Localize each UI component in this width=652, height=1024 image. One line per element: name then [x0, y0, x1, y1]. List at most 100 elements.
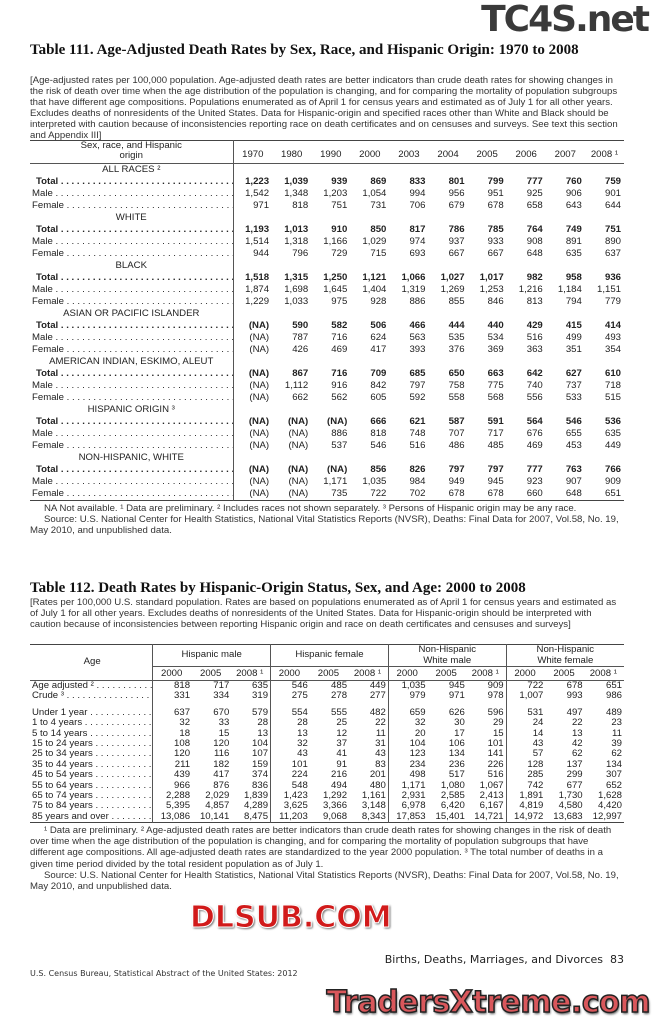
- cell-value: 1,161: [349, 791, 389, 802]
- cell-value: 307: [605, 770, 622, 781]
- cell-value: 974: [409, 236, 426, 247]
- cell-value: 1,874: [245, 284, 270, 295]
- cell-value: 925: [526, 188, 543, 199]
- cell-value: 537: [331, 440, 348, 451]
- cell-value: 956: [448, 188, 465, 199]
- table-row: Total 1,223 1,039 939 869 833 801 799 777 760 759: [30, 176, 624, 188]
- cell-value: 916: [331, 380, 348, 391]
- row-label-text: Total: [36, 368, 232, 379]
- cell-value: 1,628: [597, 791, 622, 802]
- cell-value: 101: [466, 739, 507, 750]
- cell-value: 1,891: [519, 791, 544, 802]
- group-spacer: [233, 260, 624, 272]
- cell-value: 369: [487, 344, 504, 355]
- cell-value: 1,039: [284, 176, 309, 187]
- cell-value: 13: [297, 728, 308, 739]
- year-header: 2000: [270, 666, 310, 681]
- cell-value: 707: [448, 428, 465, 439]
- table-row: Total 1,193 1,013 910 850 817 786 785 764 749 751: [30, 224, 624, 236]
- cell-value: 818: [174, 680, 191, 691]
- table-111-source: Source: U.S. National Center for Health …: [30, 514, 619, 537]
- year-header: 2008 ¹: [349, 666, 389, 681]
- cell-value: 123: [409, 749, 426, 760]
- cell-value: 923: [526, 476, 543, 487]
- table-111-footnotes: NA Not available. ¹ Data are preliminary…: [30, 503, 624, 537]
- table-111-footnote: NA Not available. ¹ Data are preliminary…: [44, 503, 577, 514]
- table-row: Total (NA) 867 716 709 685 650 663 642 627 610: [30, 368, 624, 380]
- year-header: 2007: [545, 140, 585, 164]
- cell-value: 655: [565, 428, 582, 439]
- table-row: Male 1,874 1,698 1,645 1,404 1,319 1,269 1,253 1…: [30, 284, 624, 296]
- cell-value: 648: [526, 248, 543, 259]
- cell-value: (NA): [287, 464, 309, 475]
- cell-value: 637: [604, 248, 621, 259]
- spacer-row: [30, 701, 624, 708]
- cell-value: 975: [331, 296, 348, 307]
- table-row: Female (NA) 426 469 417 393 376 369 363 351 354: [30, 344, 624, 356]
- cell-value: 516: [466, 770, 507, 781]
- cell-value: 842: [370, 380, 387, 391]
- cell-value: 651: [604, 488, 621, 499]
- table-111-headnote: [Age-adjusted rates per 100,000 populati…: [30, 75, 618, 141]
- group-heading-row: WHITE: [30, 212, 624, 224]
- cell-value: 945: [448, 680, 465, 691]
- cell-value: 1,250: [323, 272, 348, 283]
- cell-value: 635: [604, 428, 621, 439]
- cell-value: 982: [526, 272, 543, 283]
- cell-value: 285: [527, 770, 544, 781]
- cell-value: 678: [566, 680, 583, 691]
- cell-value: 299: [566, 770, 583, 781]
- row-label-text: 35 to 44 years: [32, 760, 152, 770]
- table-row: Male (NA) (NA) 1,171 1,035 984 949 945 923 907 909: [30, 476, 624, 488]
- cell-value: 794: [565, 296, 582, 307]
- cell-value: 1,423: [283, 791, 308, 802]
- cell-value: 846: [487, 296, 504, 307]
- cell-value: 489: [605, 707, 622, 718]
- cell-value: 759: [604, 176, 621, 187]
- row-label-text: 15 to 24 years: [32, 739, 152, 749]
- cell-value: 818: [370, 428, 387, 439]
- cell-value: 886: [331, 428, 348, 439]
- cell-value: 610: [604, 368, 621, 379]
- cell-value: 534: [487, 332, 504, 343]
- cell-value: (NA): [288, 440, 309, 451]
- cell-value: 25: [336, 718, 348, 729]
- cell-value: (NA): [249, 488, 270, 499]
- table-row: Total (NA) (NA) (NA) 856 826 797 797 777 763 766: [30, 464, 624, 476]
- row-label-text: 75 to 84 years: [32, 801, 152, 811]
- cell-value: 393: [409, 344, 426, 355]
- cell-value: 546: [370, 440, 387, 451]
- table-112-footnotes: ¹ Data are preliminary. ² Age-adjusted d…: [30, 825, 624, 892]
- cell-value: 718: [604, 380, 621, 391]
- cell-value: 764: [526, 224, 543, 235]
- cell-value: 517: [448, 770, 465, 781]
- cell-value: (NA): [248, 464, 270, 475]
- cell-value: 685: [409, 368, 426, 379]
- cell-value: 15,401: [435, 811, 465, 822]
- row-label-text: Age adjusted ²: [32, 681, 152, 692]
- cell-value: 531: [527, 707, 544, 718]
- cell-value: 39: [611, 739, 622, 750]
- cell-value: 1,151: [596, 284, 621, 295]
- cell-value: 731: [370, 200, 387, 211]
- cell-value: (NA): [249, 428, 270, 439]
- cell-value: 546: [291, 680, 308, 691]
- cell-value: 994: [409, 188, 426, 199]
- cell-value: 890: [604, 236, 621, 247]
- year-header: 2003: [389, 140, 429, 164]
- section-name: Births, Deaths, Marriages, and Divorces: [384, 953, 603, 966]
- cell-value: 635: [565, 248, 582, 259]
- cell-value: 1,080: [440, 780, 465, 791]
- cell-value: 591: [487, 416, 504, 427]
- cell-value: 351: [565, 344, 582, 355]
- year-header: 1990: [311, 140, 351, 164]
- cell-value: 31: [349, 739, 389, 750]
- cell-value: 908: [526, 236, 543, 247]
- cell-value: 1,292: [323, 791, 348, 802]
- cell-value: 564: [526, 416, 543, 427]
- cell-value: 799: [487, 176, 504, 187]
- cell-value: 592: [409, 392, 426, 403]
- cell-value: 28: [297, 718, 308, 729]
- row-label: 75 to 84 years: [30, 801, 154, 812]
